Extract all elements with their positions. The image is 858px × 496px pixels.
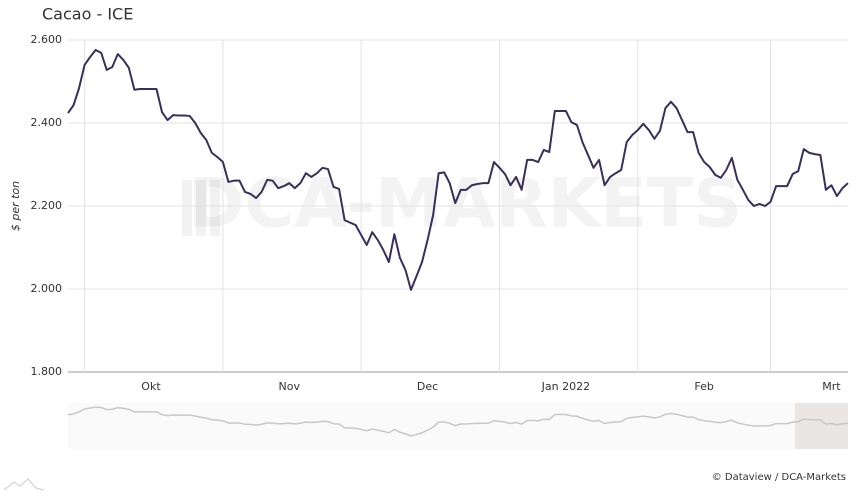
x-tick-label: Dec [417, 380, 438, 393]
x-tick-label: Okt [141, 380, 161, 393]
y-tick-label: 1.800 [31, 365, 63, 378]
watermark: DCA-MARKETS [188, 165, 742, 244]
x-tick-label: Jan 2022 [541, 380, 590, 393]
x-tick-label: Mrt [822, 380, 841, 393]
source-credit: © Dataview / DCA-Markets [712, 472, 846, 483]
y-tick-label: 2.200 [31, 199, 63, 212]
y-tick-label: 2.000 [31, 282, 63, 295]
x-tick-label: Feb [694, 380, 713, 393]
x-tick-label: Nov [279, 380, 301, 393]
navigator-line [67, 406, 849, 437]
logo [3, 478, 45, 491]
y-axis-label: $ per ton [9, 181, 22, 231]
navigator-window [795, 403, 848, 449]
navigator [68, 403, 848, 449]
y-tick-label: 2.400 [31, 116, 63, 129]
chart-title: Cacao - ICE [42, 5, 133, 24]
price-line [67, 48, 849, 291]
y-tick-label: 2.600 [31, 33, 63, 46]
watermark-logo [182, 180, 220, 236]
